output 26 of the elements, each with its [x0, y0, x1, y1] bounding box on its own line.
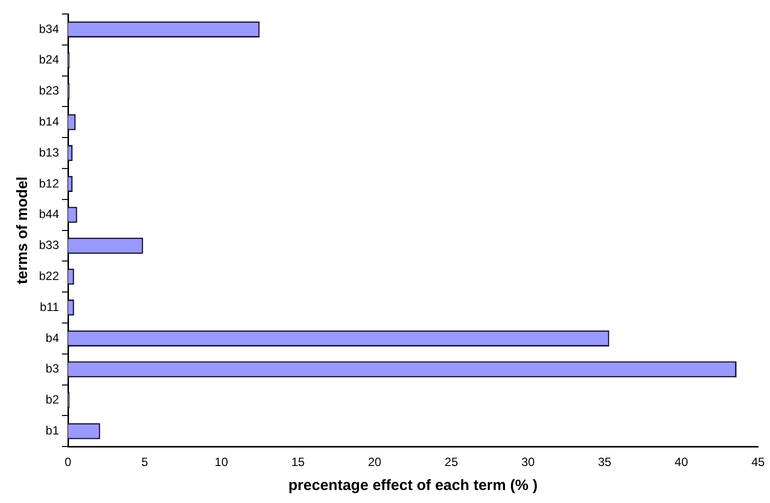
- x-tick-label: 35: [598, 455, 612, 470]
- y-tick-label: b11: [40, 300, 60, 314]
- y-tick-label: b4: [46, 330, 60, 345]
- x-tick-label: 5: [141, 455, 148, 470]
- x-axis-title: precentage effect of each term (% ): [288, 477, 538, 494]
- y-tick-label: b23: [38, 84, 60, 98]
- y-tick-label: b44: [38, 207, 60, 222]
- x-tick-label: 15: [291, 455, 306, 470]
- y-tick-label: b24: [38, 52, 60, 67]
- y-tick-label: b33: [38, 238, 60, 252]
- y-tick-label: b3: [46, 362, 60, 376]
- y-tick-label: b22: [38, 268, 60, 283]
- y-tick-label: b13: [38, 145, 60, 160]
- x-tick-label: 0: [64, 455, 72, 470]
- x-tick-label: 20: [368, 455, 382, 470]
- x-tick-label: 30: [521, 455, 535, 470]
- y-tick-label: b2: [46, 392, 60, 407]
- y-tick-label: b34: [38, 22, 60, 36]
- y-tick-label: b12: [38, 176, 60, 190]
- x-tick-label: 45: [751, 455, 765, 470]
- y-axis-title: terms of model: [14, 176, 32, 284]
- x-tick-label: 10: [214, 455, 228, 470]
- y-tick-label: b1: [46, 423, 60, 438]
- y-tick-label: b14: [38, 114, 60, 128]
- x-tick-label: 40: [674, 455, 688, 470]
- x-tick-label: 25: [444, 455, 458, 470]
